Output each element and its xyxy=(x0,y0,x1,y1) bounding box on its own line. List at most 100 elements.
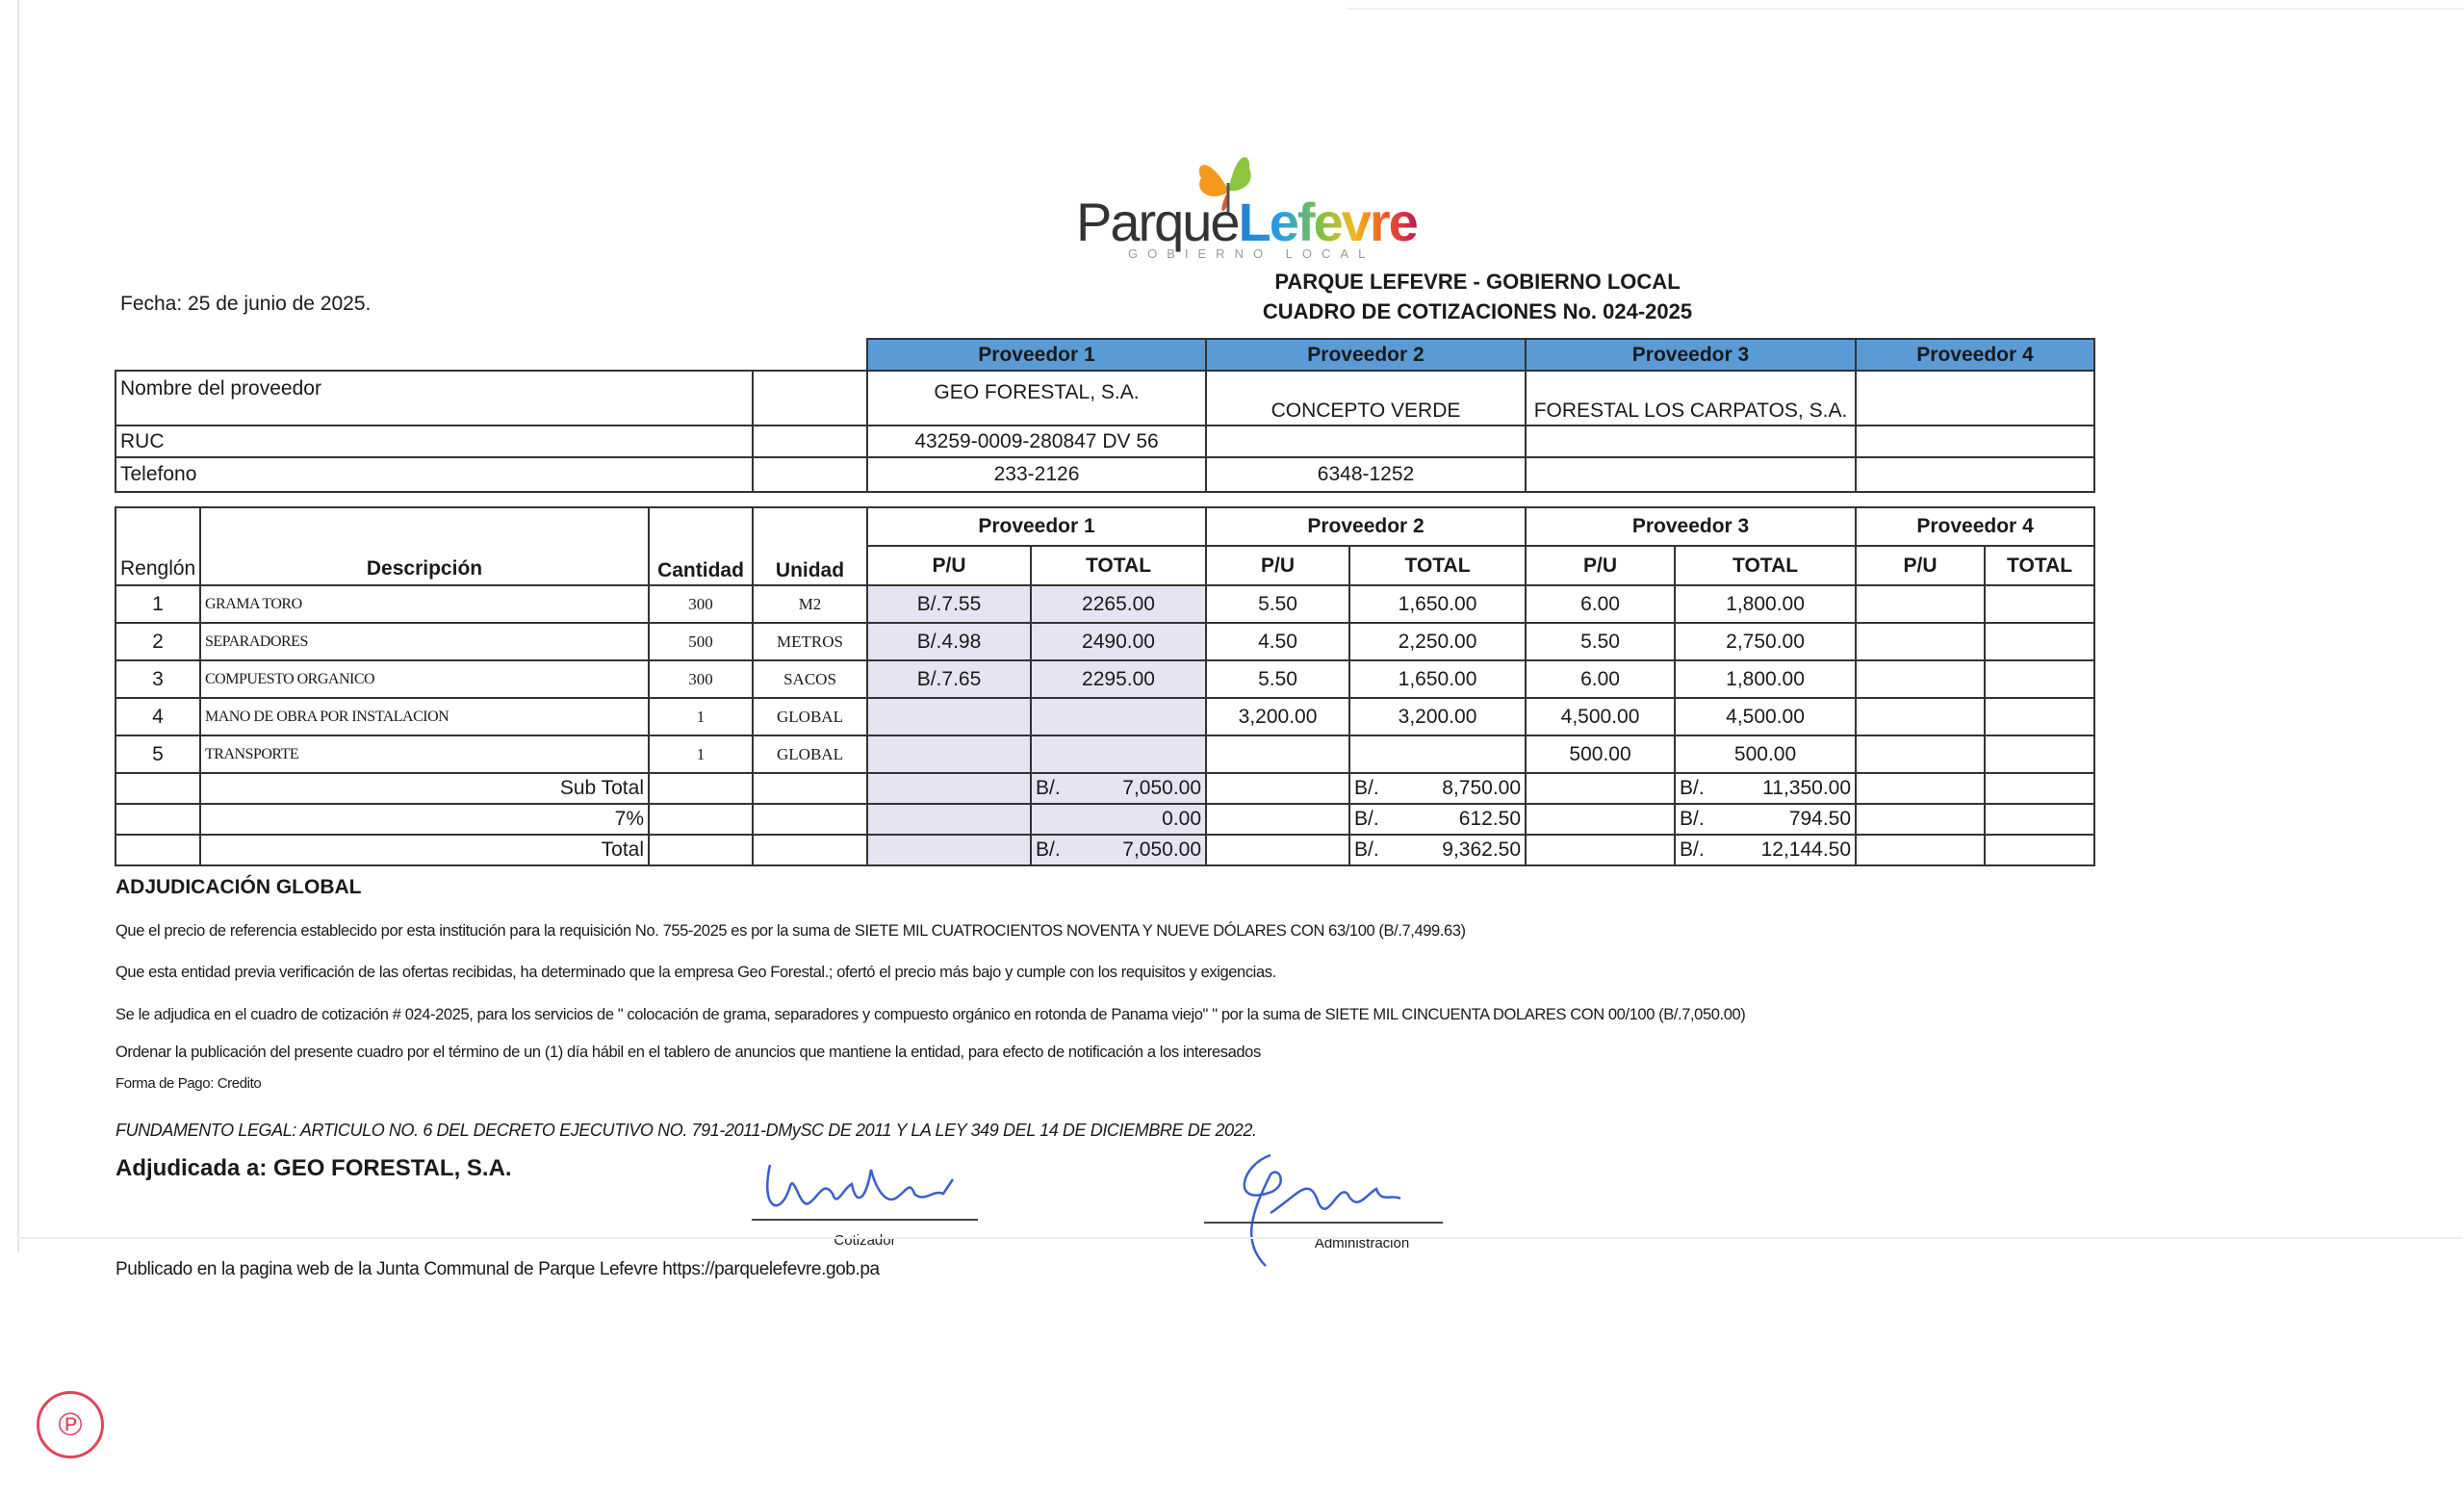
provider-name-label: Nombre del proveedor xyxy=(115,370,754,426)
item-row: 5 TRANSPORTE 1 GLOBAL 500.00 500.00 xyxy=(115,735,2096,774)
cell-p2-pu: 4.50 xyxy=(1205,622,1351,661)
provider-1-phone: 233-2126 xyxy=(866,456,1207,493)
cell-descripcion: MANO DE OBRA POR INSTALACION xyxy=(199,697,650,736)
currency-symbol: B/. xyxy=(1680,808,1705,830)
summary-total-p2: B/. 8,750.00 xyxy=(1348,772,1527,805)
cotizador-signature-line xyxy=(752,1219,978,1221)
cell-p2-total: 1,650.00 xyxy=(1348,659,1527,699)
cell-p2-pu: 5.50 xyxy=(1205,659,1351,699)
currency-symbol: B/. xyxy=(1354,808,1379,830)
provider-2-header: Proveedor 2 xyxy=(1205,338,1527,372)
header-pu: P/U xyxy=(866,545,1032,586)
administracion-signature-line xyxy=(1204,1222,1443,1224)
cell-p4-pu xyxy=(1855,622,1987,661)
cell-cantidad: 1 xyxy=(648,735,754,774)
cell-p1-pu: B/.7.55 xyxy=(866,584,1032,624)
provider-1-group-header: Proveedor 1 xyxy=(865,506,1208,547)
cell-unidad: GLOBAL xyxy=(752,735,868,774)
legal-basis: FUNDAMENTO LEGAL: ARTICULO NO. 6 DEL DEC… xyxy=(116,1121,1257,1140)
amount: 12,144.50 xyxy=(1760,838,1852,861)
cell-renglon: 4 xyxy=(115,697,201,736)
phone-label: Telefono xyxy=(115,456,754,493)
adjudicacion-paragraph: Que esta entidad previa verificación de … xyxy=(116,964,1276,981)
cell-descripcion: SEPARADORES xyxy=(199,622,650,661)
cell-p3-pu: 6.00 xyxy=(1525,659,1677,699)
cell-p4-total xyxy=(1984,697,2096,736)
scan-edge xyxy=(1348,8,2464,10)
cell-p4-total xyxy=(1984,622,2096,661)
cell-cantidad: 500 xyxy=(648,622,754,661)
provider-1-ruc: 43259-0009-280847 DV 56 xyxy=(866,425,1207,458)
summary-total-p1: B/. 7,050.00 xyxy=(1029,772,1208,805)
currency-symbol: B/. xyxy=(1036,838,1061,861)
summary-row: Sub Total B/. 7,050.00 B/. 8,750.00 B/. 11,350… xyxy=(115,772,2096,805)
cell-p2-total: 3,200.00 xyxy=(1348,697,1527,736)
header-total: TOTAL xyxy=(1984,545,2096,586)
quote-comparison-table: Renglón Descripción Cantidad Unidad Prov… xyxy=(115,506,2096,866)
amount: 11,350.00 xyxy=(1762,777,1852,799)
cell-unidad: METROS xyxy=(752,622,868,661)
logo: ParqueLefevre GOBIERNO LOCAL xyxy=(1068,144,1419,265)
cell-p4-pu xyxy=(1855,735,1987,774)
cell-p4-total xyxy=(1984,659,2096,699)
cell-p1-total: 2265.00 xyxy=(1029,584,1208,624)
cell-renglon: 1 xyxy=(115,584,201,624)
cell-p2-pu: 3,200.00 xyxy=(1205,697,1351,736)
provider-2-name: CONCEPTO VERDE xyxy=(1205,370,1527,426)
item-row: 3 COMPUESTO ORGANICO 300 SACOS B/.7.65 2295.0… xyxy=(115,659,2096,699)
summary-total-p4 xyxy=(1984,772,2096,805)
cell-p2-total xyxy=(1348,735,1527,774)
item-row: 1 GRAMA TORO 300 M2 B/.7.55 2265.00 5.50 1,650.… xyxy=(115,584,2096,624)
cell-p1-pu: B/.4.98 xyxy=(866,622,1032,661)
cell-p3-total: 1,800.00 xyxy=(1674,659,1858,699)
summary-label: Sub Total xyxy=(199,772,650,805)
provider-2-phone: 6348-1252 xyxy=(1205,456,1527,493)
provider-4-ruc xyxy=(1855,425,2095,458)
cell-p4-total xyxy=(1984,584,2096,624)
adjudicacion-paragraph: Se le adjudica en el cuadro de cotizació… xyxy=(116,1006,1746,1023)
cell-p1-pu xyxy=(866,735,1032,774)
document-subtitle: CUADRO DE COTIZACIONES No. 024-2025 xyxy=(1262,299,1693,323)
cell-p1-total xyxy=(1029,697,1208,736)
adjudicacion-paragraph: Que el precio de referencia establecido … xyxy=(116,922,1466,940)
header-cantidad: Cantidad xyxy=(648,506,754,586)
currency-symbol: B/. xyxy=(1680,838,1705,861)
amount: 8,750.00 xyxy=(1442,777,1522,799)
administracion-label: Administración xyxy=(1314,1235,1410,1251)
ruc-label: RUC xyxy=(115,425,754,458)
header-total: TOTAL xyxy=(1674,545,1858,586)
administracion-signature xyxy=(1243,1153,1401,1267)
summary-total-p3: B/. 11,350.00 xyxy=(1674,772,1858,805)
provider-4-header: Proveedor 4 xyxy=(1855,338,2095,372)
provider-3-phone xyxy=(1525,456,1857,493)
provider-3-header: Proveedor 3 xyxy=(1525,338,1857,372)
cell-unidad: M2 xyxy=(752,584,868,624)
amount: 7,050.00 xyxy=(1122,777,1202,799)
adjudicacion-heading: ADJUDICACIÓN GLOBAL xyxy=(116,876,362,898)
header-pu: P/U xyxy=(1525,545,1677,586)
cell-p4-pu xyxy=(1855,697,1987,736)
cell-p4-pu xyxy=(1855,659,1987,699)
cell-descripcion: COMPUESTO ORGANICO xyxy=(199,659,650,699)
cell-p3-total: 500.00 xyxy=(1674,735,1858,774)
cell-unidad: GLOBAL xyxy=(752,697,868,736)
summary-total-p3: B/. 12,144.50 xyxy=(1674,834,1858,866)
cell-descripcion: GRAMA TORO xyxy=(199,584,650,624)
published-note: Publicado en la pagina web de la Junta C… xyxy=(116,1259,880,1279)
provider-3-ruc xyxy=(1525,425,1857,458)
cell-p4-total xyxy=(1984,735,2096,774)
cell-p3-total: 1,800.00 xyxy=(1674,584,1858,624)
cell-p4-pu xyxy=(1855,584,1987,624)
cotizador-label: Cotizador xyxy=(834,1232,896,1249)
amount: 0.00 xyxy=(1162,808,1202,830)
provider-1-header: Proveedor 1 xyxy=(866,338,1207,372)
cell-p1-pu xyxy=(866,697,1032,736)
summary-total-p2: B/. 9,362.50 xyxy=(1348,834,1527,866)
currency-symbol: B/. xyxy=(1354,838,1379,861)
stamp-mark-icon: ℗ xyxy=(37,1391,104,1458)
provider-info-table: Proveedor 1 Proveedor 2 Proveedor 3 Prov… xyxy=(115,338,2095,493)
summary-total-p3: B/. 794.50 xyxy=(1674,803,1858,836)
cell-unidad: SACOS xyxy=(752,659,868,699)
cell-descripcion: TRANSPORTE xyxy=(199,735,650,774)
cell-cantidad: 300 xyxy=(648,584,754,624)
